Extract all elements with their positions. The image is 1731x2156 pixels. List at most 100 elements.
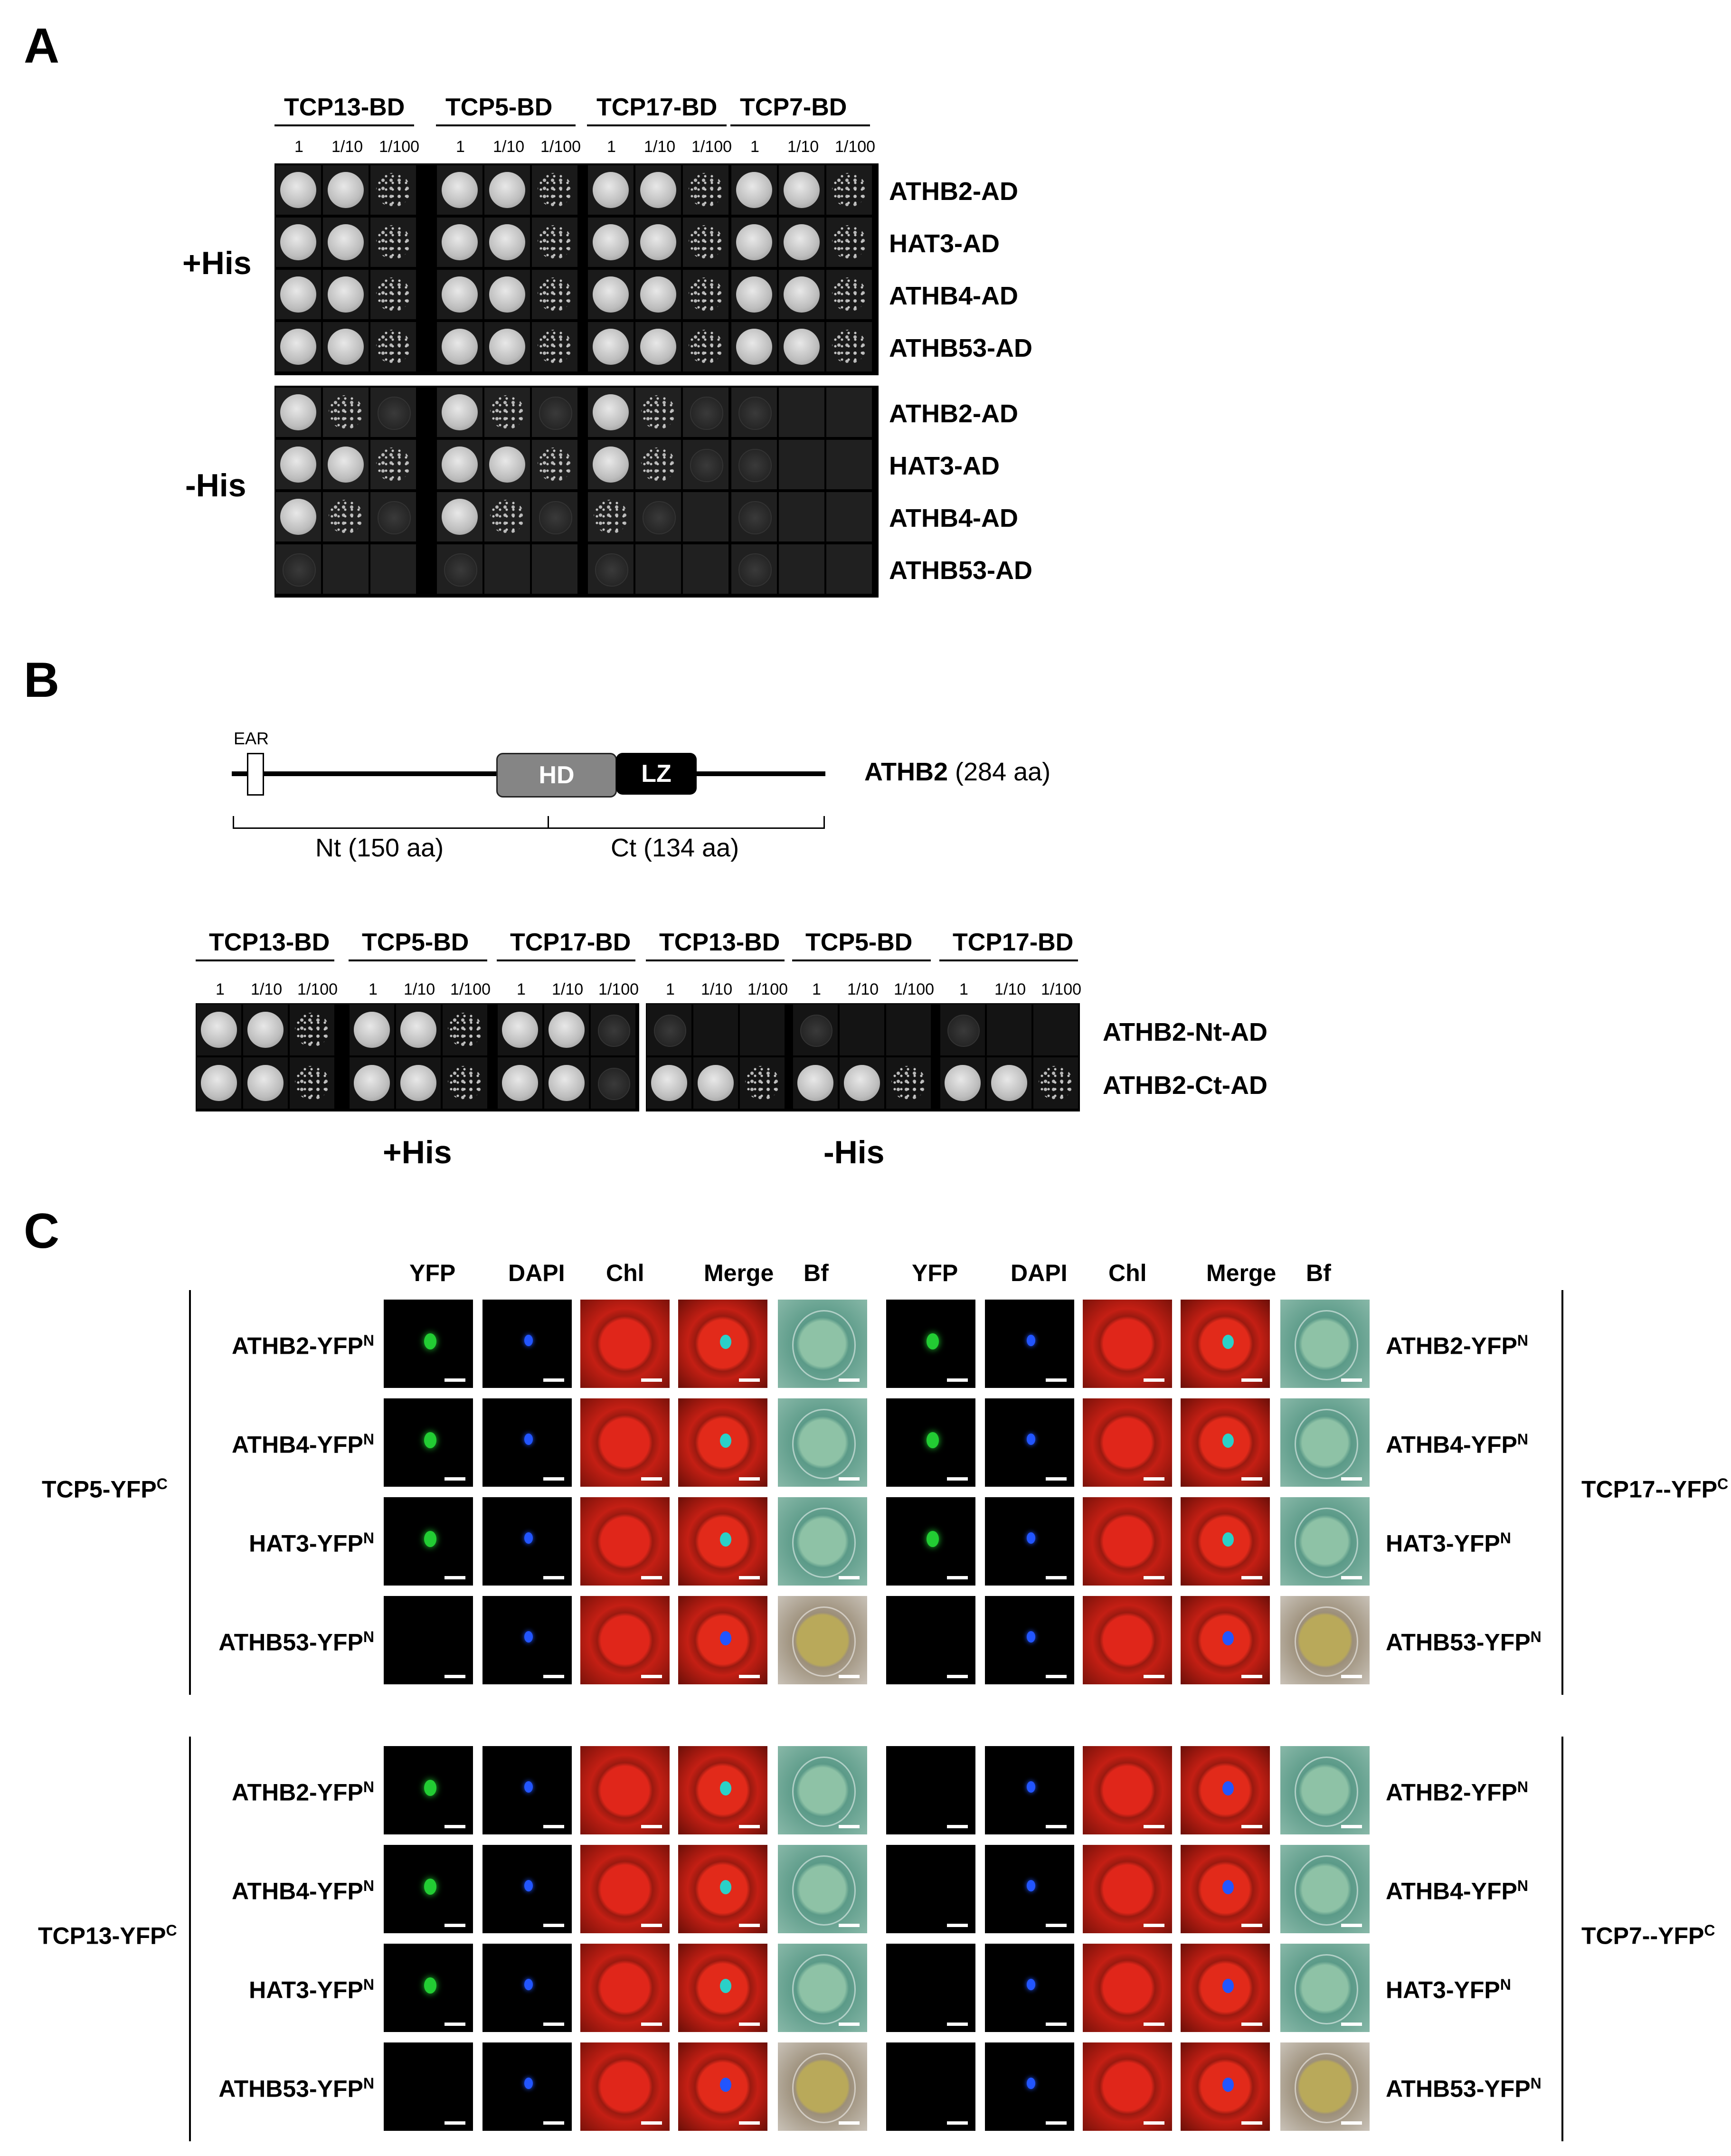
colony-spot: [641, 395, 676, 430]
bd-header: TCP17-BD: [510, 929, 631, 956]
group-label-superscript: C: [166, 1922, 177, 1939]
micrograph-tile: [580, 1300, 670, 1388]
colony-spot: [592, 276, 629, 313]
plate-cell: [740, 1004, 785, 1055]
colony-spot: [354, 1065, 390, 1101]
micrograph-tile: [886, 1845, 975, 1933]
plate-cell: [886, 1057, 931, 1109]
colony-spot: [539, 397, 572, 430]
ad-row-label: HAT3-AD: [889, 229, 1000, 258]
scale-bar: [1341, 1675, 1362, 1678]
scale-bar: [1144, 1378, 1164, 1382]
colony-spot: [539, 501, 572, 534]
plate-cell: [779, 440, 824, 489]
micrograph-tile: [678, 1300, 767, 1388]
row-label-superscript: N: [1517, 1431, 1528, 1448]
bf-cell-outline: [792, 1954, 856, 2024]
scale-bar: [641, 2023, 662, 2026]
plate-cell: [635, 218, 681, 267]
row-label-superscript: N: [1517, 1877, 1528, 1894]
plate-cell: [437, 270, 482, 319]
bf-cell-outline: [1295, 1855, 1358, 1926]
dilution-label: 1/10: [644, 138, 676, 156]
scale-bar: [839, 1825, 860, 1828]
plate-cell: [437, 218, 482, 267]
colony-spot: [640, 224, 677, 261]
row-label: ATHB4-YFPN: [1386, 1877, 1528, 1905]
plate-cell: [290, 1004, 334, 1055]
dilution-label: 1/10: [994, 980, 1026, 998]
plate-cell: [635, 165, 681, 215]
colony-spot: [376, 277, 411, 312]
bd-header: TCP5-BD: [805, 929, 913, 956]
dilution-label: 1/10: [404, 980, 435, 998]
bf-cell-outline: [1295, 1757, 1358, 1827]
colony-spot: [783, 171, 820, 209]
ear-domain: [247, 753, 264, 796]
scale-bar: [1144, 1675, 1164, 1678]
colony-spot: [280, 224, 317, 261]
merge-signal: [1222, 1434, 1234, 1448]
plate-cell: [826, 492, 872, 541]
plate-cell: [437, 492, 482, 541]
row-label-superscript: N: [363, 1877, 374, 1894]
plate-cell: [635, 440, 681, 489]
channel-header: Chl: [606, 1260, 644, 1286]
plate-cell: [588, 492, 634, 541]
colony-spot: [400, 1012, 436, 1048]
plate-cell: [275, 270, 321, 319]
group-label: TCP13-YFPC: [38, 1922, 177, 1949]
plate-cell: [370, 440, 416, 489]
colony-spot: [738, 501, 772, 534]
colony-spot: [844, 1065, 880, 1101]
colony-spot: [598, 1068, 630, 1100]
row-label-superscript: N: [363, 1976, 374, 1993]
yfp-signal: [926, 1333, 939, 1349]
micrograph-tile: [886, 1300, 975, 1388]
micrograph-tile: [778, 2042, 867, 2131]
plate-cell: [437, 440, 482, 489]
dilution-label: 1/100: [835, 138, 876, 156]
colony-spot: [327, 224, 364, 261]
merge-signal: [720, 1631, 732, 1646]
plate-cell: [683, 218, 728, 267]
scale-bar: [739, 1675, 760, 1678]
micrograph-tile: [1181, 1746, 1270, 1834]
colony-spot: [441, 224, 478, 261]
panel-c-letter: C: [24, 1204, 60, 1259]
bf-cell-outline: [1295, 1409, 1358, 1479]
plate-cell: [498, 1057, 542, 1109]
scale-bar: [947, 2023, 968, 2026]
plate-cell: [275, 322, 321, 371]
colony-spot: [247, 1065, 284, 1101]
merge-signal: [1222, 1781, 1234, 1796]
bf-cell-outline: [1295, 2053, 1358, 2123]
dilution-label: 1/100: [1041, 980, 1082, 998]
colony-spot: [643, 501, 676, 534]
group-label-superscript: C: [156, 1475, 168, 1492]
micrograph-tile: [384, 1746, 473, 1834]
micrograph-tile: [778, 1596, 867, 1684]
plate-cell: [484, 218, 530, 267]
row-label-superscript: N: [1500, 1529, 1511, 1547]
plate-cell: [532, 492, 577, 541]
channel-header: DAPI: [508, 1260, 565, 1286]
plate-cell: [693, 1004, 738, 1055]
plate-cell: [370, 218, 416, 267]
plate-cell: [591, 1057, 635, 1109]
micrograph-tile: [482, 1845, 572, 1933]
bf-cell-outline: [1295, 1310, 1358, 1380]
colony-spot: [592, 446, 629, 483]
micrograph-tile: [580, 1596, 670, 1684]
colony-spot: [280, 498, 317, 535]
row-label: ATHB53-YFPN: [218, 2075, 374, 2102]
scale-bar: [641, 1378, 662, 1382]
scale-bar: [739, 2023, 760, 2026]
dilution-label: 1/100: [691, 138, 732, 156]
scale-bar: [1241, 2121, 1262, 2125]
scale-bar: [947, 1675, 968, 1678]
colony-spot: [549, 1012, 585, 1048]
colony-spot: [736, 328, 773, 365]
scale-bar: [445, 1477, 465, 1481]
colony-spot: [327, 328, 364, 365]
